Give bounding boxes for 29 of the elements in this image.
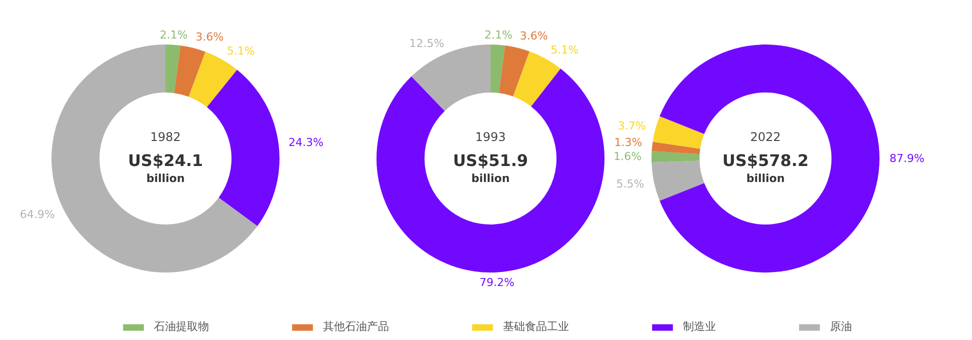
text: 1993 (475, 130, 506, 144)
text: US$51.9 (452, 151, 528, 170)
data-label: 24.3% (288, 136, 324, 150)
text: 1982 (150, 130, 181, 144)
legend-label: 其他石油产品 (323, 319, 389, 334)
legend-label: 石油提取物 (154, 319, 209, 334)
data-label: 2.1% (160, 28, 188, 42)
data-label: 1.6% (614, 150, 642, 164)
legend-label: 制造业 (683, 319, 716, 334)
text: billion (471, 172, 510, 185)
text: 2022 (750, 130, 781, 144)
data-label: 64.9% (20, 208, 55, 221)
legend-label: 原油 (830, 319, 852, 334)
data-label: 5.1% (550, 44, 579, 57)
data-label: 5.5% (616, 178, 644, 191)
text: US$578.2 (722, 151, 809, 170)
text: US$24.1 (128, 151, 204, 170)
data-label: 2.1% (484, 28, 512, 42)
text: billion (146, 172, 185, 185)
data-label: 3.7% (618, 120, 646, 133)
data-label: 3.6% (520, 30, 548, 43)
data-label: 3.6% (196, 30, 224, 44)
legend-label: 基础食品工业 (503, 319, 569, 334)
data-label: 87.9% (890, 152, 924, 165)
data-label: 1.3% (614, 136, 642, 150)
text: billion (746, 172, 785, 185)
data-label: 5.1% (226, 44, 255, 58)
data-label: 79.2% (479, 276, 514, 289)
data-label: 12.5% (409, 36, 444, 50)
